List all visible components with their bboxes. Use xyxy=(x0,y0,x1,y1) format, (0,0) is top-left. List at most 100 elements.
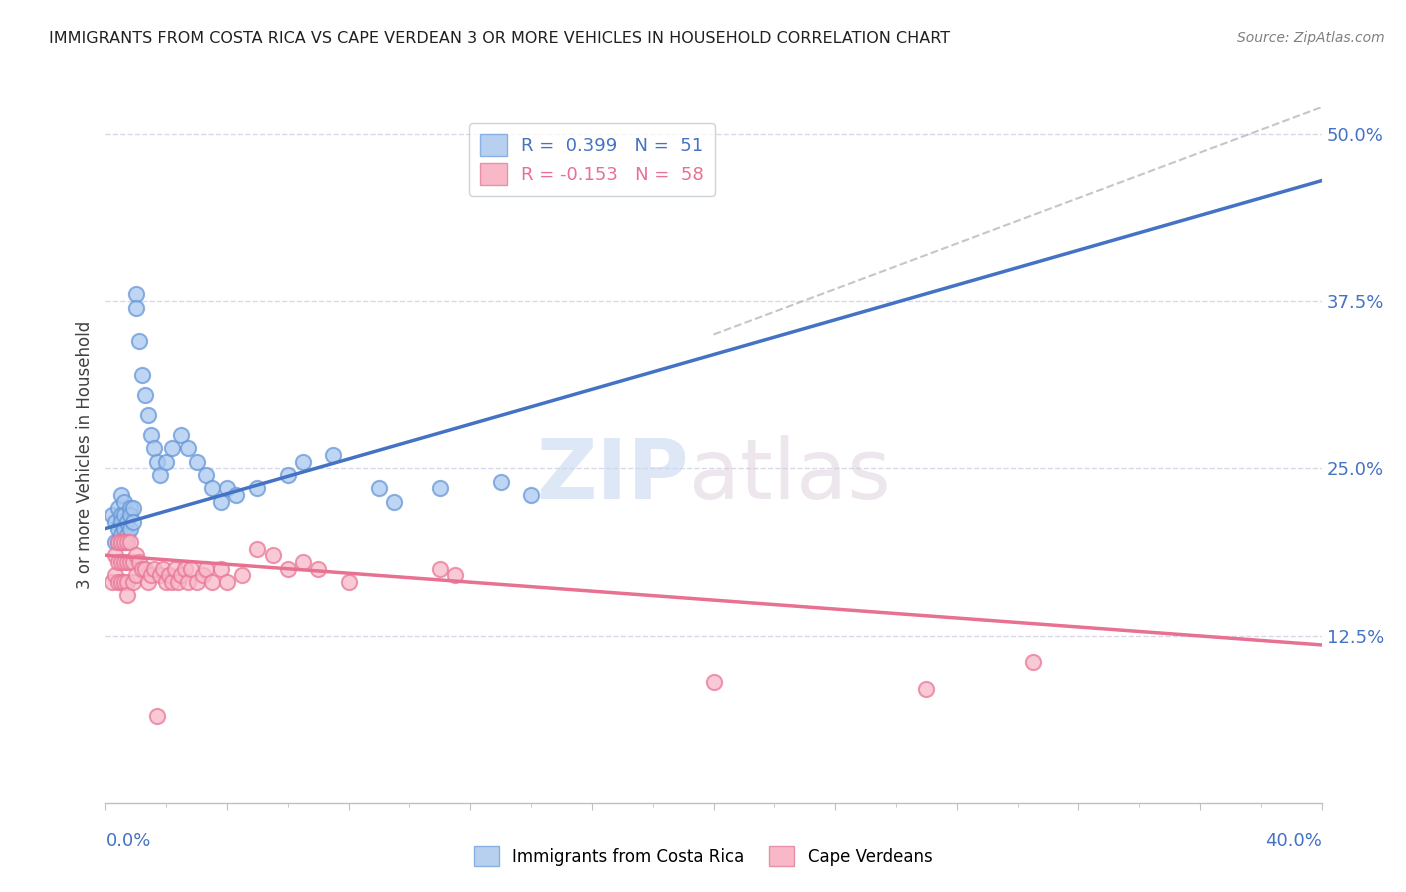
Point xyxy=(103,535,125,549)
Point xyxy=(115,589,138,603)
Point xyxy=(103,515,125,529)
Point xyxy=(134,388,156,402)
Point xyxy=(155,575,177,590)
Point xyxy=(139,568,162,582)
Point xyxy=(209,494,232,508)
Point xyxy=(125,568,148,582)
Point xyxy=(277,468,299,483)
Point xyxy=(112,508,135,523)
Point xyxy=(146,455,169,469)
Point xyxy=(100,575,122,590)
Point xyxy=(262,548,284,563)
Point xyxy=(167,575,190,590)
Point xyxy=(186,455,208,469)
Point xyxy=(292,455,315,469)
Point xyxy=(429,482,451,496)
Point xyxy=(134,562,156,576)
Point xyxy=(121,501,143,516)
Point xyxy=(429,562,451,576)
Point xyxy=(307,562,329,576)
Point xyxy=(1022,655,1045,669)
Point xyxy=(231,568,253,582)
Point xyxy=(191,568,214,582)
Point xyxy=(322,448,344,462)
Point xyxy=(115,575,138,590)
Point xyxy=(112,575,135,590)
Point xyxy=(170,568,193,582)
Y-axis label: 3 or more Vehicles in Household: 3 or more Vehicles in Household xyxy=(76,321,94,589)
Point xyxy=(125,301,148,315)
Point xyxy=(162,575,184,590)
Point xyxy=(157,568,180,582)
Point xyxy=(217,575,239,590)
Point xyxy=(194,562,217,576)
Point xyxy=(107,535,129,549)
Point xyxy=(100,508,122,523)
Point xyxy=(112,535,135,549)
Point xyxy=(209,562,232,576)
Point xyxy=(118,555,141,569)
Point xyxy=(702,675,725,690)
Text: atlas: atlas xyxy=(689,435,891,516)
Point xyxy=(131,368,153,382)
Point xyxy=(107,535,129,549)
Point xyxy=(201,575,224,590)
Point xyxy=(444,568,467,582)
Point xyxy=(217,482,239,496)
Point xyxy=(107,501,129,516)
Text: 0.0%: 0.0% xyxy=(105,832,150,850)
Point xyxy=(118,501,141,516)
Point xyxy=(292,555,315,569)
Point xyxy=(170,428,193,442)
Point xyxy=(173,562,195,576)
Point xyxy=(277,562,299,576)
Point xyxy=(382,494,405,508)
Text: 40.0%: 40.0% xyxy=(1265,832,1322,850)
Point xyxy=(246,541,269,556)
Point xyxy=(121,575,143,590)
Point xyxy=(103,548,125,563)
Point xyxy=(107,521,129,535)
Point xyxy=(165,562,187,576)
Point xyxy=(176,442,198,456)
Point xyxy=(118,535,141,549)
Point xyxy=(115,515,138,529)
Point xyxy=(146,708,169,723)
Point xyxy=(915,681,938,696)
Legend: Immigrants from Costa Rica, Cape Verdeans: Immigrants from Costa Rica, Cape Verdean… xyxy=(467,839,939,873)
Point xyxy=(115,528,138,542)
Point xyxy=(162,442,184,456)
Point xyxy=(110,515,132,529)
Point xyxy=(125,287,148,301)
Point xyxy=(107,555,129,569)
Point xyxy=(118,521,141,535)
Point xyxy=(143,562,166,576)
Point xyxy=(194,468,217,483)
Point xyxy=(155,455,177,469)
Point xyxy=(180,562,202,576)
Point xyxy=(110,555,132,569)
Point xyxy=(136,575,159,590)
Point xyxy=(118,508,141,523)
Point xyxy=(121,515,143,529)
Point xyxy=(115,555,138,569)
Point xyxy=(110,535,132,549)
Point xyxy=(368,482,391,496)
Point xyxy=(110,488,132,502)
Text: IMMIGRANTS FROM COSTA RICA VS CAPE VERDEAN 3 OR MORE VEHICLES IN HOUSEHOLD CORRE: IMMIGRANTS FROM COSTA RICA VS CAPE VERDE… xyxy=(49,31,950,46)
Point xyxy=(520,488,543,502)
Point xyxy=(128,334,150,349)
Text: Source: ZipAtlas.com: Source: ZipAtlas.com xyxy=(1237,31,1385,45)
Point xyxy=(149,468,172,483)
Point xyxy=(136,408,159,422)
Point xyxy=(125,548,148,563)
Point xyxy=(337,575,360,590)
Point xyxy=(186,575,208,590)
Point xyxy=(107,575,129,590)
Point xyxy=(149,568,172,582)
Point xyxy=(128,555,150,569)
Text: ZIP: ZIP xyxy=(537,435,689,516)
Point xyxy=(115,535,138,549)
Point xyxy=(143,442,166,456)
Point xyxy=(112,555,135,569)
